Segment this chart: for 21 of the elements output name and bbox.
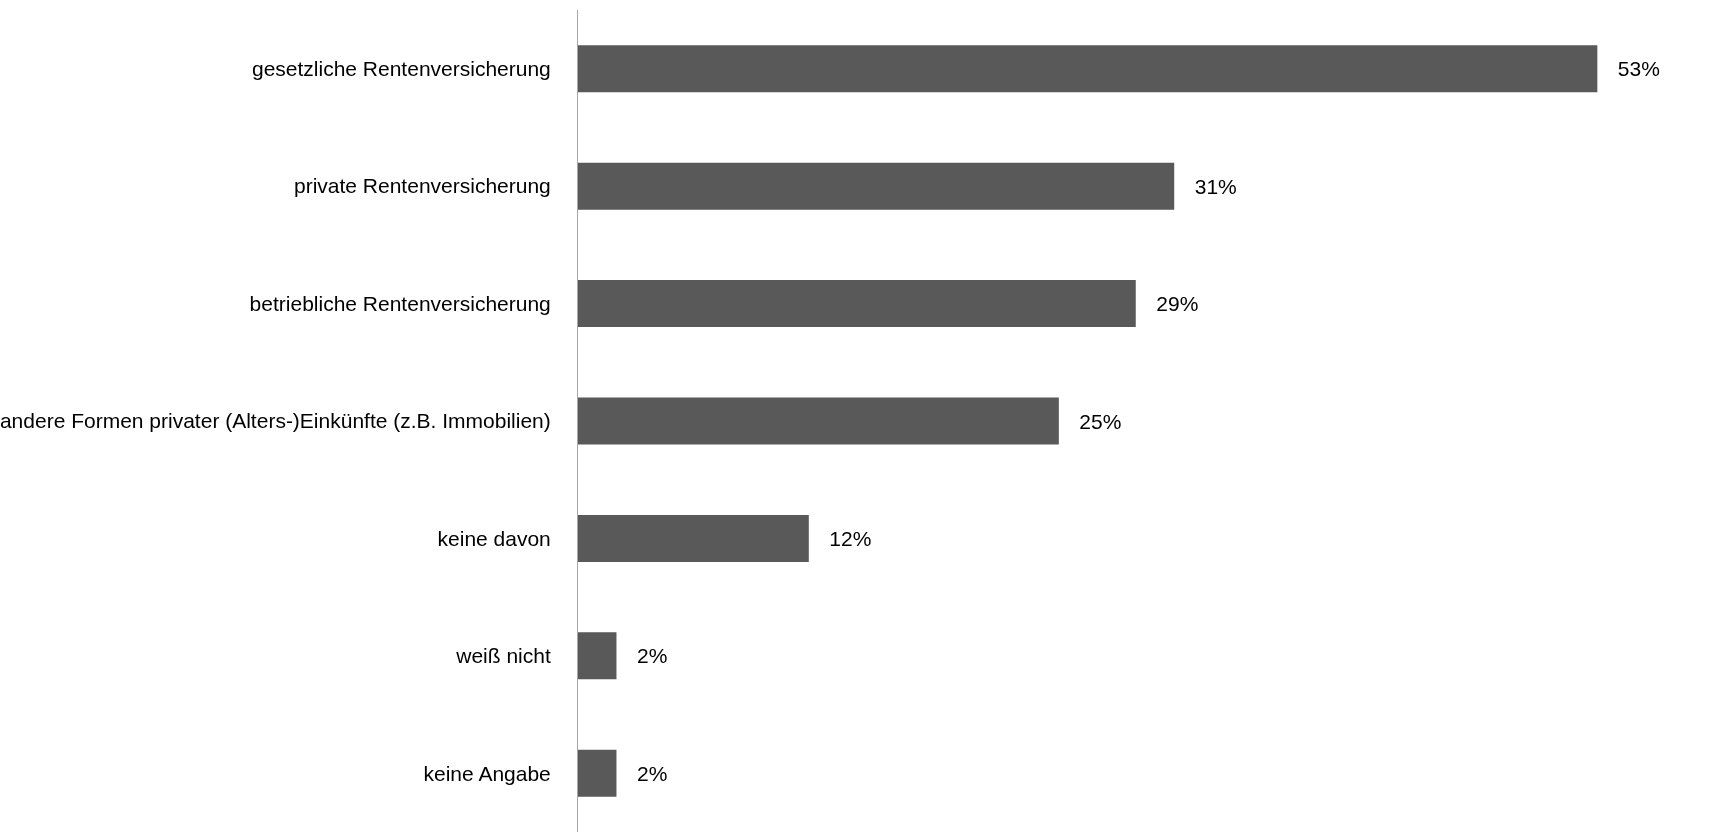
y-tick-label: gesetzliche Rentenversicherung xyxy=(251,57,551,81)
bar xyxy=(578,397,1059,445)
y-tick-label: betriebliche Rentenversicherung xyxy=(249,291,551,315)
data-label: 31% xyxy=(1177,174,1237,198)
y-tick-label: keine davon xyxy=(437,526,551,550)
bar xyxy=(578,45,1598,93)
data-label: 53% xyxy=(1600,57,1660,81)
bar xyxy=(578,749,617,797)
bar xyxy=(578,632,617,680)
data-label: 2% xyxy=(619,644,668,668)
data-label: 12% xyxy=(811,526,872,550)
bar xyxy=(578,162,1175,210)
y-tick-label: keine Angabe xyxy=(423,761,551,785)
data-label: 25% xyxy=(1061,409,1122,433)
bar xyxy=(578,280,1136,328)
y-tick-label: andere Formen privater (Alters-)Einkünfte (z.B. Immobilien) xyxy=(0,409,551,433)
y-tick-label: private Rentenversicherung xyxy=(293,174,551,198)
data-label: 2% xyxy=(619,761,668,785)
y-tick-label: weiß nicht xyxy=(455,644,551,668)
bar xyxy=(578,514,809,562)
data-label: 29% xyxy=(1138,292,1199,316)
